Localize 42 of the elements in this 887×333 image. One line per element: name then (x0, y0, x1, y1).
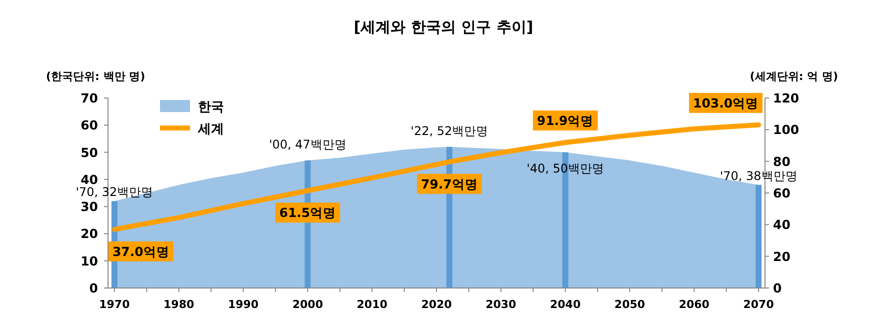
y2-tick-label: 0 (773, 280, 782, 296)
y2-tick-label: 40 (773, 217, 791, 232)
x-tick-label: 1980 (164, 298, 194, 311)
y-tick-label: 40 (80, 172, 98, 187)
bar (756, 184, 762, 288)
x-tick-label: 2040 (550, 298, 581, 311)
data-label: 91.9억명 (536, 112, 594, 128)
data-label: 103.0억명 (693, 95, 759, 110)
x-tick-label: 2060 (678, 298, 710, 311)
data-label: 61.5억명 (279, 205, 336, 220)
x-tick-label: 2070 (743, 298, 774, 311)
y-tick-label: 50 (80, 144, 98, 160)
x-tick-label: 1970 (99, 298, 130, 311)
y2-axis-title: (세계단위: 억 명) (750, 70, 838, 83)
x-tick-label: 2010 (356, 298, 388, 311)
x-tick-label: 2050 (614, 298, 646, 311)
data-label: 37.0억명 (112, 244, 170, 259)
legend-label: 한국 (198, 100, 224, 115)
y2-tick-label: 120 (773, 90, 800, 106)
y-tick-label: 20 (80, 226, 98, 242)
data-label: '70, 32백만명 (76, 185, 154, 200)
data-label: '22, 52백만명 (410, 124, 488, 138)
data-label: '00, 47백만명 (268, 137, 346, 152)
data-label: 79.7억명 (420, 176, 478, 192)
y2-tick-label: 20 (773, 248, 791, 264)
y-tick-label: 10 (80, 253, 98, 268)
chart-title: [세계와 한국의 인구 추이] (354, 18, 534, 36)
x-tick-label: 2030 (486, 298, 517, 311)
y2-tick-label: 100 (773, 122, 800, 138)
y2-tick-label: 80 (773, 154, 791, 169)
y-tick-label: 60 (80, 118, 98, 133)
data-label: '70, 38백만명 (720, 168, 798, 183)
x-tick-label: 2020 (421, 298, 452, 311)
x-tick-label: 1990 (228, 298, 259, 311)
y-tick-label: 30 (80, 199, 98, 214)
y-tick-label: 70 (80, 90, 98, 106)
y2-tick-label: 60 (773, 186, 791, 200)
y-axis-title: (한국단위: 백만 명) (46, 70, 146, 83)
y-tick-label: 0 (89, 280, 98, 296)
data-label: '40, 50백만명 (526, 161, 604, 176)
x-tick-label: 2000 (292, 298, 324, 311)
legend-label: 세계 (197, 122, 224, 137)
